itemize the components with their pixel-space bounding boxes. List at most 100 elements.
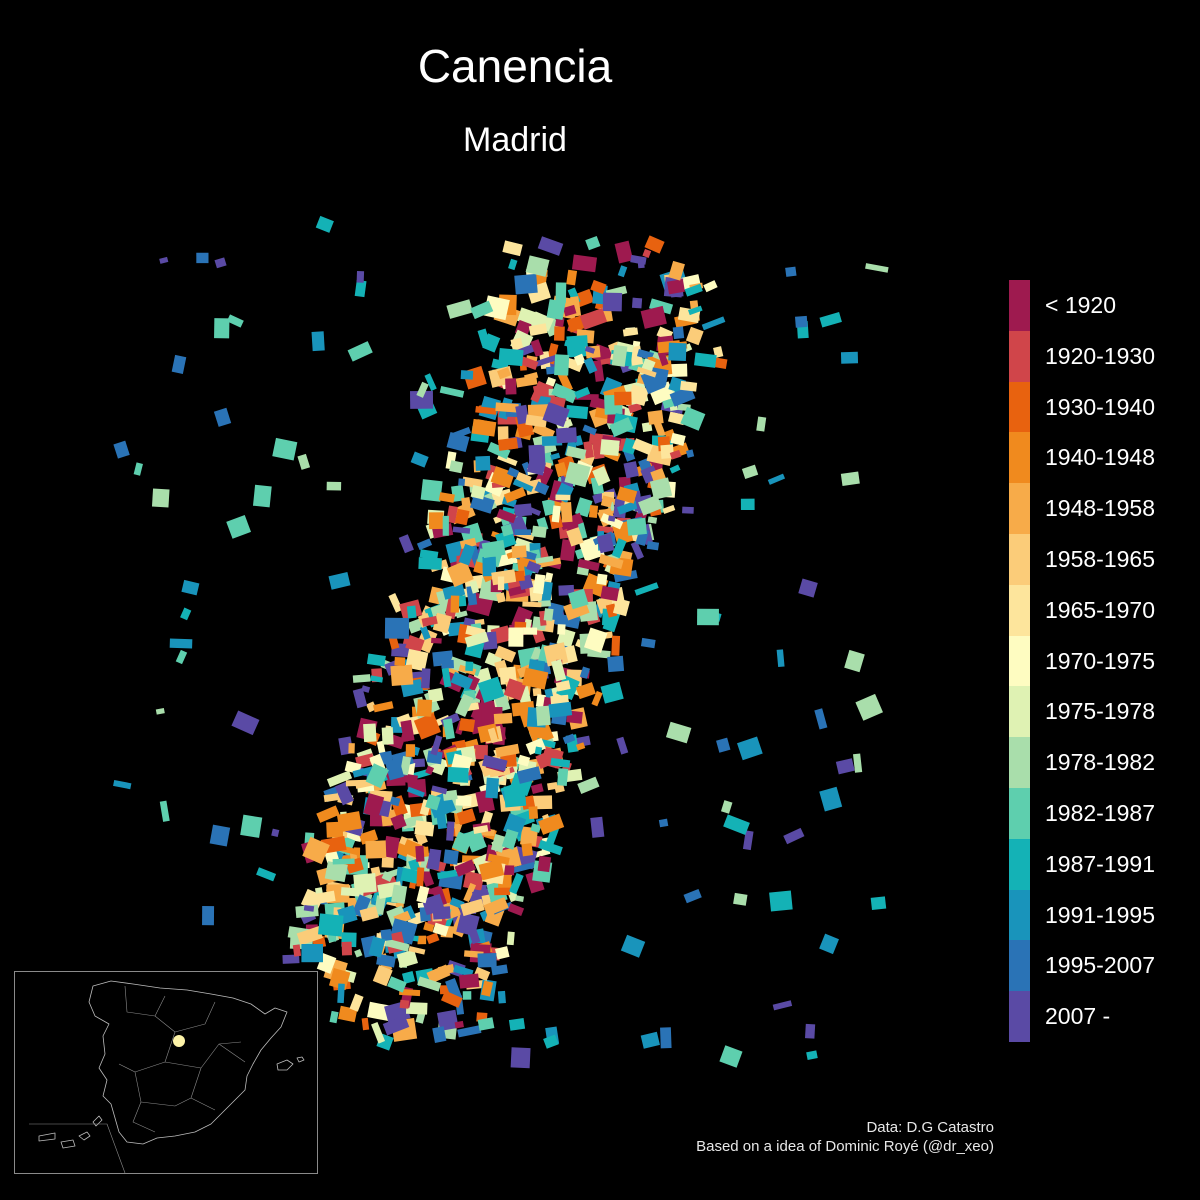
building-footprint <box>296 926 323 946</box>
building-footprint <box>514 621 527 629</box>
building-footprint <box>271 828 280 838</box>
building-footprint <box>326 481 342 491</box>
building-footprint <box>584 345 596 354</box>
building-footprint <box>365 701 377 713</box>
building-footprint <box>390 813 407 831</box>
building-footprint <box>475 405 497 415</box>
building-footprint <box>684 283 703 297</box>
building-footprint <box>865 263 889 273</box>
building-footprint <box>557 371 573 393</box>
building-footprint <box>523 371 539 381</box>
building-footprint <box>352 688 368 709</box>
building-footprint <box>495 743 520 758</box>
building-footprint <box>545 376 557 387</box>
building-footprint <box>419 625 431 640</box>
building-footprint <box>487 727 499 744</box>
building-footprint <box>769 890 793 912</box>
building-footprint <box>415 845 425 862</box>
building-footprint <box>376 953 396 968</box>
building-footprint <box>565 445 587 460</box>
building-footprint <box>398 534 414 554</box>
building-footprint <box>113 779 132 790</box>
building-footprint <box>501 828 519 850</box>
legend-swatch <box>1009 584 1030 636</box>
building-footprint <box>496 508 517 524</box>
building-footprint <box>577 776 600 794</box>
building-footprint <box>171 354 187 374</box>
building-footprint <box>574 497 593 518</box>
building-footprint <box>600 439 620 457</box>
building-footprint <box>420 479 443 502</box>
legend-swatch <box>1009 787 1030 839</box>
building-footprint <box>573 353 586 366</box>
building-footprint <box>478 859 505 881</box>
building-footprint <box>334 781 354 806</box>
building-footprint <box>546 826 559 846</box>
building-footprint <box>587 648 611 659</box>
building-footprint <box>390 664 414 687</box>
building-footprint <box>315 890 336 905</box>
building-footprint <box>640 368 666 395</box>
building-footprint <box>483 896 509 917</box>
building-footprint <box>336 811 363 833</box>
building-footprint <box>473 824 489 834</box>
building-footprint <box>602 292 623 312</box>
building-footprint <box>425 794 441 811</box>
building-footprint <box>535 354 559 367</box>
legend-label: 1970-1975 <box>1045 647 1155 674</box>
building-footprint <box>439 385 465 398</box>
building-footprint <box>701 316 726 331</box>
building-footprint <box>382 835 400 859</box>
building-footprint <box>349 993 364 1012</box>
building-footprint <box>446 299 474 319</box>
building-footprint <box>596 573 608 586</box>
legend-swatch <box>1009 889 1030 941</box>
building-footprint <box>756 416 767 432</box>
building-footprint <box>510 1047 531 1069</box>
building-footprint <box>534 481 550 496</box>
building-footprint <box>600 681 624 704</box>
building-footprint <box>703 280 718 293</box>
building-footprint <box>202 906 215 926</box>
building-footprint <box>446 821 455 841</box>
building-footprint <box>353 873 377 894</box>
building-footprint <box>410 390 434 409</box>
building-footprint <box>400 867 422 885</box>
building-footprint <box>560 501 573 523</box>
building-footprint <box>457 1025 482 1038</box>
building-footprint <box>525 255 550 277</box>
building-footprint <box>687 305 703 316</box>
building-footprint <box>517 754 531 767</box>
building-footprint <box>537 236 564 256</box>
building-footprint <box>525 737 546 756</box>
building-footprint <box>418 557 442 570</box>
building-footprint <box>550 452 561 461</box>
building-footprint <box>387 976 407 993</box>
building-footprint <box>458 478 466 486</box>
building-footprint <box>370 675 384 683</box>
building-footprint <box>649 477 673 500</box>
legend-label: 2007 - <box>1045 1003 1111 1030</box>
legend-label: 1975-1978 <box>1045 698 1155 725</box>
building-footprint <box>458 543 476 566</box>
building-footprint <box>482 754 508 772</box>
building-footprint <box>550 757 571 768</box>
building-footprint <box>451 484 465 502</box>
building-footprint <box>416 867 425 887</box>
building-footprint <box>432 1026 447 1043</box>
building-footprint <box>490 833 507 853</box>
building-footprint <box>297 453 311 470</box>
building-footprint <box>466 923 481 945</box>
building-footprint <box>600 513 624 530</box>
legend-swatch <box>1009 432 1030 484</box>
building-footprint <box>794 315 808 328</box>
legend-swatch <box>1009 838 1030 890</box>
building-footprint <box>598 554 624 569</box>
legend-label: 1958-1965 <box>1045 545 1155 572</box>
building-footprint <box>588 505 599 518</box>
building-footprint <box>669 385 696 407</box>
building-footprint <box>431 637 442 644</box>
building-footprint <box>400 719 415 742</box>
building-footprint <box>416 538 433 551</box>
building-footprint <box>631 297 643 309</box>
